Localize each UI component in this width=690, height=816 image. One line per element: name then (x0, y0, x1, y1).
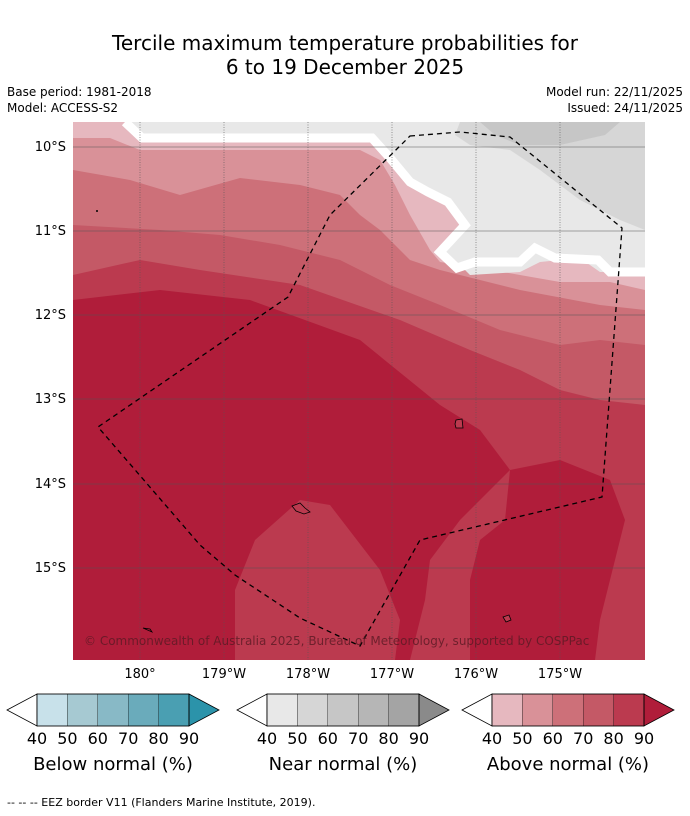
lat-label: 12°S (35, 308, 66, 323)
lon-label: 180° (124, 667, 155, 682)
colorbar-above-normal: 40 50 60 70 80 90 Above normal (%) (461, 693, 675, 775)
colorbar-high-arrow (188, 693, 220, 727)
colorbar-cell (613, 693, 645, 727)
colorbar-cell (266, 693, 298, 727)
colorbar-outline (491, 693, 645, 727)
colorbar-cell (297, 693, 328, 727)
colorbar-cell (552, 693, 584, 727)
meta-left: Base period: 1981-2018 Model: ACCESS-S2 (7, 84, 152, 116)
colorbar-low-arrow (236, 693, 268, 727)
model-name: Model: ACCESS-S2 (7, 101, 119, 115)
colorbar-tick-label: 90 (634, 729, 654, 748)
lon-label: 176°W (454, 667, 498, 682)
colorbar-legends: 40 50 60 70 80 90 Below normal (%) 40 50 60 70 80 90… (6, 693, 675, 775)
issued-date: Issued: 24/11/2025 (567, 101, 683, 115)
meta-right: Model run: 22/11/2025 Issued: 24/11/2025 (546, 84, 683, 116)
lat-label: 13°S (35, 392, 66, 407)
longitude-gridlines (139, 122, 561, 660)
latitude-gridlines (73, 146, 645, 569)
colorbar-tick-label: 40 (257, 729, 277, 748)
eez-footnote: -- -- -- EEZ border V11 (Flanders Marine… (7, 796, 316, 809)
colorbar-cell (583, 693, 614, 727)
lon-label: 175°W (538, 667, 582, 682)
lat-label: 14°S (35, 477, 66, 492)
colorbar-low-arrow (461, 693, 493, 727)
colorbar-tick-label: 70 (573, 729, 593, 748)
colorbar-tick-label: 50 (57, 729, 77, 748)
colorbar-cell (36, 693, 68, 727)
colorbar-tick-label: 80 (148, 729, 168, 748)
colorbar-high-arrow (418, 693, 450, 727)
colorbar-tick-label: 40 (27, 729, 47, 748)
colorbar-tick-label: 60 (318, 729, 338, 748)
eez-border (97, 131, 623, 647)
island-west (142, 627, 154, 633)
region-near-40 (130, 122, 645, 275)
colorbar-near-normal: 40 50 60 70 80 90 Near normal (%) (236, 693, 450, 775)
colorbar-tick-label: 60 (543, 729, 563, 748)
colorbar-cell (158, 693, 190, 727)
region-near-50 (455, 122, 645, 230)
longitude-labels: 180° 179°W 178°W 177°W 176°W 175°W (124, 667, 582, 682)
model-run: Model run: 22/11/2025 (545, 85, 683, 99)
colorbar-below-normal: 40 50 60 70 80 90 Below normal (%) (6, 693, 220, 775)
colorbar-cell (522, 693, 553, 727)
colorbar-title: Near normal (%) (269, 754, 418, 775)
colorbar-outline (36, 693, 190, 727)
colorbar-tick-label: 80 (603, 729, 623, 748)
colorbar-cell (327, 693, 359, 727)
colorbar-low-arrow (6, 693, 38, 727)
island-south (502, 614, 512, 623)
colorbar-title: Below normal (%) (33, 754, 193, 775)
colorbar-tick-label: 40 (482, 729, 502, 748)
colorbar-tick-label: 50 (287, 729, 307, 748)
lon-label: 179°W (202, 667, 246, 682)
colorbar-cell (358, 693, 389, 727)
colorbar-title: Above normal (%) (487, 754, 649, 775)
lat-label: 15°S (35, 561, 66, 576)
colorbar-tick-label: 60 (88, 729, 108, 748)
colorbar-cell (97, 693, 129, 727)
lat-label: 10°S (35, 140, 66, 155)
copyright-text: © Commonwealth of Australia 2025, Bureau… (84, 634, 589, 648)
colorbar-tick-label: 70 (348, 729, 368, 748)
island-futuna (291, 502, 311, 515)
colorbar-high-arrow (643, 693, 675, 727)
colorbar-tick-label: 80 (378, 729, 398, 748)
colorbar-tick-label: 50 (512, 729, 532, 748)
map-title: Tercile maximum temperature probabilitie… (0, 31, 690, 79)
island-wallis (454, 418, 464, 429)
colorbar-outline (266, 693, 420, 727)
lon-label: 177°W (370, 667, 414, 682)
colorbar-cell (388, 693, 420, 727)
title-line-2: 6 to 19 December 2025 (225, 55, 465, 79)
latitude-labels: 10°S 11°S 12°S 13°S 14°S 15°S (35, 140, 66, 576)
lon-label: 178°W (286, 667, 330, 682)
colorbar-cell (491, 693, 523, 727)
colorbar-tick-label: 70 (118, 729, 138, 748)
category-boundary (121, 122, 645, 277)
colorbar-cell (67, 693, 98, 727)
colorbar-tick-label: 90 (409, 729, 429, 748)
island-dot (96, 210, 98, 212)
band-above-80-island (235, 500, 400, 660)
band-above-80-south (410, 470, 510, 660)
region-near-60 (480, 122, 620, 145)
colorbar-tick-label: 90 (179, 729, 199, 748)
title-line-1: Tercile maximum temperature probabilitie… (112, 31, 578, 55)
map-area: © Commonwealth of Australia 2025, Bureau… (73, 122, 645, 660)
base-period: Base period: 1981-2018 (7, 85, 152, 99)
lat-label: 11°S (35, 224, 66, 239)
colorbar-cell (128, 693, 159, 727)
